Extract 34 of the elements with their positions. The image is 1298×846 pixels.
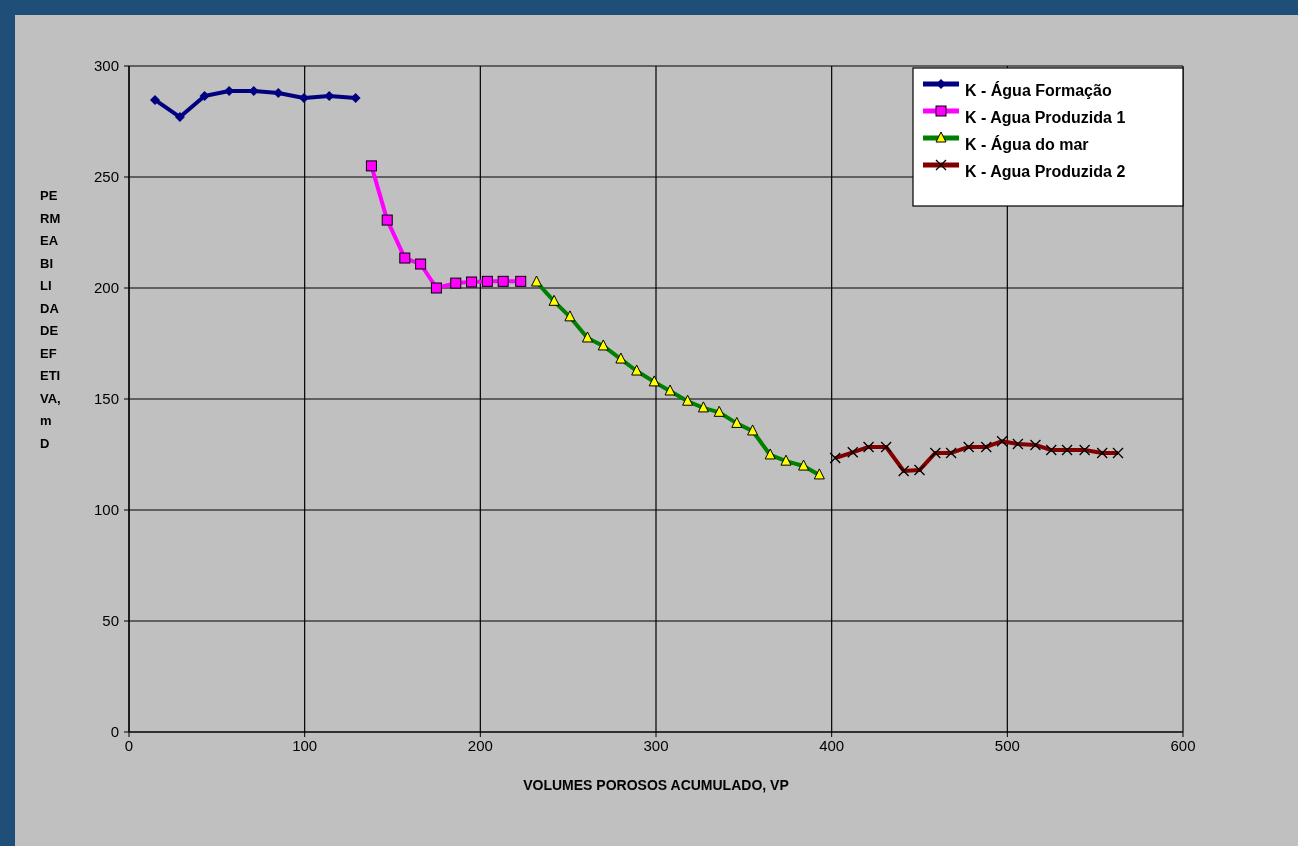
y-tick-label: 200: [93, 279, 119, 297]
point: [466, 276, 478, 288]
x-tick-label: 600: [1170, 737, 1196, 754]
legend-label: K - Água do mar: [965, 135, 1089, 153]
point: [199, 90, 210, 101]
point: [273, 88, 284, 99]
point: [381, 214, 393, 226]
legend-label: K - Agua Produzida 1: [965, 109, 1126, 126]
point: [415, 258, 427, 270]
x-tick-label: 200: [467, 737, 493, 754]
point: [497, 275, 509, 287]
x-tick-label: 400: [819, 737, 845, 754]
x-tick-label: 100: [292, 737, 318, 754]
y-tick-label: 150: [93, 390, 119, 408]
x-tick-label: 500: [994, 737, 1020, 754]
y-tick-label: 100: [93, 501, 119, 519]
x-axis-title: VOLUMES POROSOS ACUMULADO, VP: [523, 777, 789, 793]
x-tick-label: 0: [124, 737, 134, 754]
point: [481, 275, 493, 287]
y-tick-label: 50: [102, 612, 119, 630]
legend-label: K - Água Formação: [965, 81, 1112, 99]
point: [365, 160, 377, 172]
point: [450, 277, 462, 289]
y-tick-label: 250: [93, 168, 119, 186]
point: [150, 94, 160, 105]
point: [399, 252, 411, 264]
point: [174, 112, 185, 123]
legend-label: K - Agua Produzida 2: [965, 163, 1126, 180]
point: [430, 282, 442, 294]
text: PERMEABILIDADE EFETIVA, mD: [40, 188, 61, 451]
point: [515, 275, 527, 287]
y-tick-label: 0: [110, 723, 119, 741]
x-tick-label: 300: [643, 737, 669, 754]
y-tick-label: 300: [93, 57, 119, 75]
